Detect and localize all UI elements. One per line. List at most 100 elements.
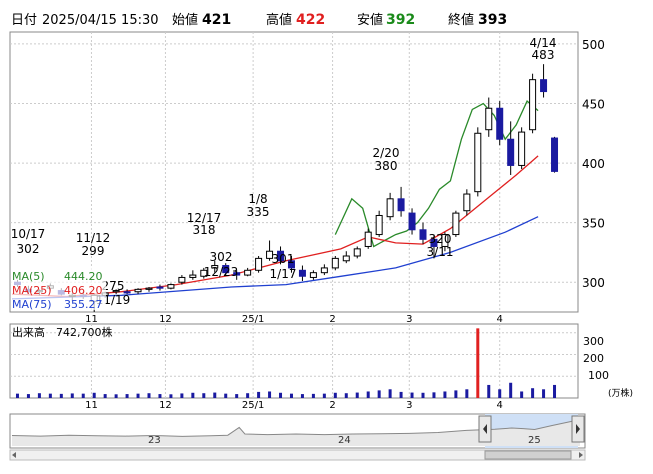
volume-x-tick: 11 [85, 400, 98, 411]
volume-bar [454, 390, 458, 398]
price-y-axis: 300 350 400 450 500 [582, 38, 605, 290]
open-label: 始値 [172, 12, 198, 28]
price-y-tick: 300 [582, 276, 605, 290]
scrollbar-thumb[interactable] [484, 450, 572, 460]
scrollbar-track[interactable] [9, 449, 586, 461]
price-y-tick: 500 [582, 38, 605, 52]
volume-bar [257, 391, 261, 398]
navigator-left-handle[interactable] [478, 415, 492, 443]
candle-up [518, 131, 526, 166]
candle-up [342, 255, 350, 262]
ma-line [334, 100, 539, 248]
candle-down [551, 137, 559, 172]
volume-bar [333, 392, 337, 398]
volume-bar [531, 388, 535, 398]
candle-down [408, 212, 416, 231]
candle-up [266, 250, 274, 259]
navigator-right-handle[interactable] [571, 415, 585, 443]
candle-up [167, 284, 175, 289]
high-value: 422 [296, 12, 325, 28]
price-x-tick: 11 [85, 314, 98, 325]
annotation-value: 301 [272, 252, 295, 266]
candle-down [430, 238, 438, 247]
date-value: 2025/04/15 15:30 [42, 13, 159, 28]
high-label: 高値 [266, 12, 292, 28]
price-x-tick: 3 [406, 314, 412, 325]
legend-box [11, 268, 106, 310]
annotation-value: 275 [102, 279, 125, 293]
annotation-date: 2/20 [373, 146, 400, 160]
volume-bar [136, 393, 140, 398]
annotation-value: 380 [375, 159, 398, 173]
annotation-value: 318 [193, 223, 216, 237]
candle-up [474, 132, 482, 193]
volume-x-tick: 4 [497, 400, 503, 411]
volume-bar [432, 392, 436, 398]
chevron-right-icon [576, 424, 580, 434]
candle-up [529, 79, 537, 131]
candle-up [463, 193, 471, 212]
volume-bar [289, 393, 293, 398]
annotation-date: 3/11 [427, 245, 454, 259]
price-y-tick: 450 [582, 97, 605, 111]
volume-bar [246, 393, 250, 398]
legend-ma75-value: 355.27 [64, 298, 103, 311]
volume-bar [355, 392, 359, 398]
annotation-value: 320 [429, 232, 452, 246]
volume-bar [169, 394, 173, 398]
annotation-date: 12/23 [204, 265, 239, 279]
candle-down [123, 291, 131, 294]
scroll-left-icon[interactable] [12, 452, 16, 458]
navigator-label-24: 24 [338, 435, 351, 446]
ma-legend: MA(5) 444.20 MA(25) 406.20 MA(75) 355.27 [11, 268, 106, 311]
volume-bar [344, 393, 348, 398]
candle-up [200, 269, 208, 277]
volume-bars [15, 328, 557, 398]
candle-up [331, 257, 339, 269]
volume-bar [48, 393, 52, 398]
price-x-tick: 12 [159, 314, 172, 325]
candle-up [134, 288, 142, 293]
navigator-scrollbar[interactable] [9, 449, 586, 461]
candle-down [397, 198, 405, 212]
scroll-right-icon[interactable] [579, 452, 583, 458]
volume-bar [509, 382, 513, 398]
volume-bar [443, 391, 447, 398]
price-x-tick: 4 [497, 314, 503, 325]
annotation-date: 12/17 [187, 211, 222, 225]
open-value: 421 [202, 12, 231, 28]
candle-down [507, 138, 515, 166]
volume-x-tick: 2 [329, 400, 335, 411]
date-label: 日付 [11, 13, 37, 28]
price-y-tick: 400 [582, 157, 605, 171]
legend-ma25-value: 406.20 [64, 284, 103, 297]
volume-bar [81, 393, 85, 398]
candle-up [353, 248, 361, 257]
candle-up [255, 257, 263, 271]
annotation-date: 1/17 [270, 267, 297, 281]
volume-bar [322, 393, 326, 398]
price-y-tick: 350 [582, 217, 605, 231]
volume-label: 出来高 [12, 325, 45, 339]
volume-x-tick: 25/1 [242, 400, 264, 411]
navigator-line [11, 419, 581, 446]
low-label: 安値 [357, 12, 383, 28]
volume-bar [279, 392, 283, 398]
volume-bar [498, 389, 502, 398]
candle-down [156, 286, 164, 289]
volume-bar [377, 390, 381, 398]
low-value: 392 [386, 12, 415, 28]
volume-tick-100: 100 [588, 369, 609, 382]
volume-bar [388, 389, 392, 398]
candle-up [145, 287, 153, 290]
volume-bar [465, 389, 469, 398]
candle-up [211, 265, 219, 269]
volume-bar [410, 392, 414, 398]
volume-bar [476, 328, 480, 398]
price-x-axis: 11 12 25/1 2 3 4 [85, 314, 503, 325]
volume-bar [103, 394, 107, 398]
volume-bar [268, 391, 272, 398]
volume-bar [311, 393, 315, 398]
